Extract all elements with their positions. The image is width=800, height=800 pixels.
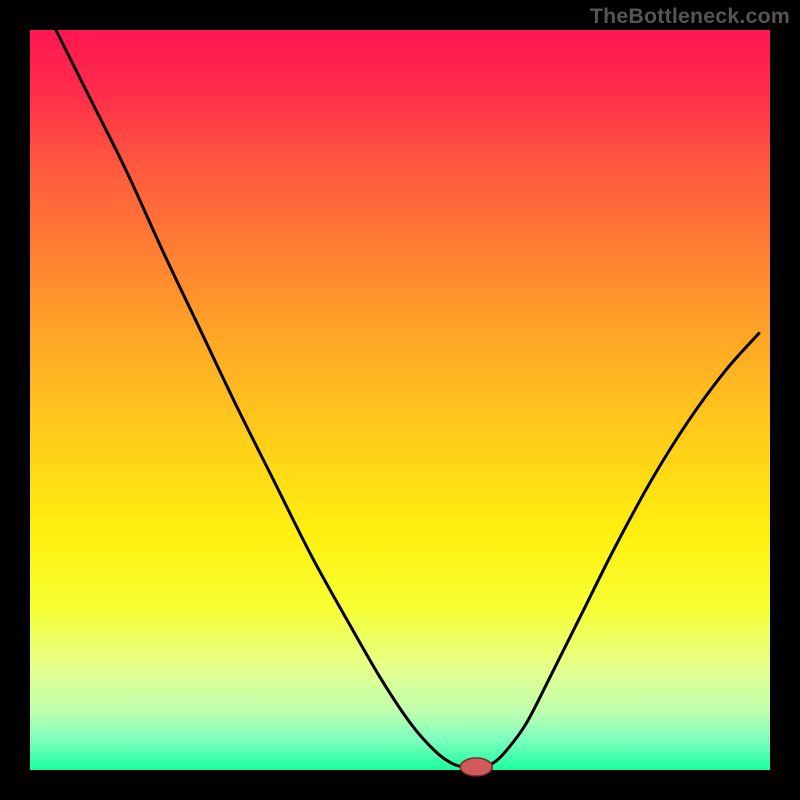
plot-gradient-background bbox=[30, 30, 770, 770]
optimal-point-marker bbox=[460, 758, 492, 776]
watermark-label: TheBottleneck.com bbox=[590, 4, 790, 29]
bottleneck-chart bbox=[0, 0, 800, 800]
